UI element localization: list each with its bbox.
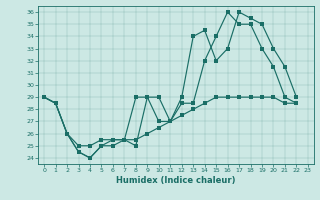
X-axis label: Humidex (Indice chaleur): Humidex (Indice chaleur) [116,176,236,185]
